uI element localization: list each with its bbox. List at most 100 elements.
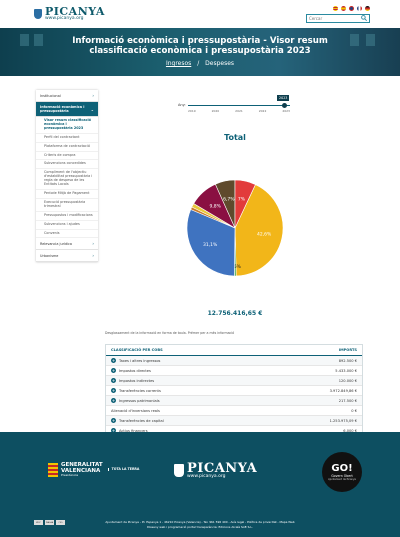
slider-track[interactable]: [188, 105, 290, 106]
table-header: CLASSIFICACIÓ PER COBS IMPORTS: [106, 345, 362, 356]
sidebar-item-institucional[interactable]: Institucional ›: [36, 90, 98, 102]
chevron-right-icon: ›: [92, 253, 94, 259]
wai-badge[interactable]: WAI-AA: [45, 520, 54, 525]
row-value: 0 €: [351, 408, 357, 413]
expand-plus-icon[interactable]: +: [111, 418, 116, 423]
sidebar-subitem[interactable]: Subvencions i ajudes: [36, 221, 98, 230]
govern-obert-badge[interactable]: GO! Govern Obert Ajuntament de Picanya: [322, 452, 362, 492]
row-label: Impostos directes: [119, 368, 151, 373]
expand-plus-icon[interactable]: +: [111, 428, 116, 433]
tab-despeses[interactable]: Despeses: [205, 59, 235, 67]
table-row[interactable]: + Impostos indirectes 120.000 €: [106, 376, 362, 386]
sidebar-subitem[interactable]: Període Mitjà de Pagament: [36, 190, 98, 199]
sidebar-subitem[interactable]: Subvencions concedides: [36, 160, 98, 170]
flag-fr-icon[interactable]: [357, 5, 362, 11]
row-value: 892.500 €: [338, 358, 357, 363]
pie-chart: 42,6% 0,6% 31,1% 9,8%6,7% 7%: [186, 179, 284, 277]
table-note: Desglossament de la informació en forma …: [105, 331, 235, 335]
flag-va-icon[interactable]: [333, 5, 338, 11]
sidebar-item-label: Relevancia jurídica: [40, 241, 72, 246]
sidebar-subitem[interactable]: Compliment de l'objectiu d'estabilitat p…: [36, 169, 98, 190]
sidebar-subitem[interactable]: Criteris de compra: [36, 152, 98, 161]
row-value: 120.000 €: [338, 378, 357, 383]
crest-icon: [34, 9, 42, 19]
flag-de-icon[interactable]: [365, 5, 370, 11]
site-logo[interactable]: PICANYA www.picanya.org: [34, 6, 105, 22]
hero-banner: Informació econòmica i pressupostària - …: [0, 28, 400, 76]
go-subtitle: Govern Obert: [331, 473, 353, 478]
slider-handle[interactable]: [282, 103, 287, 108]
slider-tick: 2021: [235, 109, 243, 113]
expand-plus-icon[interactable]: +: [111, 368, 116, 373]
flag-es-icon[interactable]: [341, 5, 346, 11]
row-label: Ingressos patrimonials: [119, 398, 160, 403]
row-label: Transferències de capital: [119, 418, 164, 423]
chart-title: Total: [224, 133, 246, 142]
pie-data-label: 42,6%: [257, 232, 272, 238]
row-label: Taxes i altres ingressos: [119, 358, 161, 363]
table-header-classification: CLASSIFICACIÓ PER COBS: [111, 348, 163, 352]
flag-en-icon[interactable]: [349, 5, 354, 11]
table-row[interactable]: + Impostos directes 5.433.000 €: [106, 366, 362, 376]
sidebar-subitem[interactable]: Execució pressupostària trimestral: [36, 199, 98, 212]
generalitat-logo[interactable]: GENERALITAT VALENCIANA Presidència TOTA …: [48, 462, 139, 477]
gen-side: TOTA LA TERRA: [107, 467, 139, 472]
expand-plus-icon[interactable]: +: [111, 398, 116, 403]
row-label: Transferències corrents: [119, 388, 161, 393]
sidebar-item-urbanisme[interactable]: Urbanisme ›: [36, 250, 98, 263]
pie-data-label: 9,8%: [209, 203, 221, 209]
page-title: Informació econòmica i pressupostària - …: [72, 36, 328, 56]
pie-slice[interactable]: [186, 209, 236, 277]
css-badge[interactable]: CSS: [56, 520, 65, 525]
sidebar-subitem[interactable]: Visor resum classificació econòmica i pr…: [36, 117, 98, 134]
senyera-icon: [48, 462, 58, 477]
sidebar: Institucional › Informació econòmica i p…: [36, 90, 98, 263]
slider-label: Any:: [178, 103, 186, 107]
footer-address[interactable]: Ajuntament de Picanya - Pl. Espanya 1 - …: [105, 520, 295, 524]
row-label: Alienació d'inversions reals: [111, 408, 160, 413]
gen-sub: Presidència: [61, 473, 79, 478]
tab-separator: /: [197, 59, 200, 67]
expand-plus-icon[interactable]: +: [111, 388, 116, 393]
slider-tick: 2019: [188, 109, 196, 113]
year-slider[interactable]: Any: 2023 2019 2020 2021 2022 2023: [178, 95, 290, 120]
footer-credits: Disseny web i programació portal transpa…: [147, 525, 253, 529]
pie-data-label: 0,6%: [230, 264, 242, 270]
sidebar-subitem[interactable]: Perfil del contractant: [36, 134, 98, 143]
table-row[interactable]: + Transferències corrents 3.972.849,86 €: [106, 386, 362, 396]
pie-slice[interactable]: [234, 184, 284, 277]
chevron-right-icon: ›: [92, 241, 94, 247]
row-label-wrap: + Impostos indirectes: [111, 378, 154, 383]
slider-value-badge: 2023: [277, 95, 290, 101]
slider-tick: 2022: [258, 109, 267, 113]
chart-total: 12.756.416,65 €: [207, 310, 263, 317]
tab-ingresos[interactable]: Ingresos: [165, 59, 192, 67]
footer: GENERALITAT VALENCIANA Presidència TOTA …: [0, 432, 400, 537]
table-row[interactable]: + Taxes i altres ingressos 892.500 €: [106, 356, 362, 366]
pie-slice[interactable]: [234, 179, 256, 229]
sidebar-subitem[interactable]: Convenis: [36, 230, 98, 239]
go-title: GO!: [331, 462, 353, 474]
gen-line1: GENERALITAT: [61, 462, 103, 468]
row-label-wrap: Alienació d'inversions reals: [111, 409, 160, 413]
table-row[interactable]: + Ingressos patrimonials 217.500 €: [106, 396, 362, 406]
search-input[interactable]: [307, 14, 360, 22]
expand-plus-icon[interactable]: +: [111, 378, 116, 383]
sidebar-item-informacio-economica[interactable]: Informació econòmica i pressupostària ⌄: [36, 102, 98, 117]
pie-data-label: 6,7%: [223, 196, 235, 202]
logo-url: www.picanya.org: [45, 16, 84, 22]
accessibility-badges: W3C WAI-AA CSS: [34, 520, 65, 525]
language-selector: [333, 5, 370, 11]
footer-picanya-logo[interactable]: PICANYA www.picanya.org: [174, 462, 257, 480]
search-icon[interactable]: [359, 15, 369, 22]
sidebar-item-label: Informació econòmica i pressupostària: [40, 105, 85, 113]
w3c-badge[interactable]: W3C: [34, 520, 43, 525]
slider-ticks: 2019 2020 2021 2022 2023: [188, 109, 290, 113]
expand-plus-icon[interactable]: +: [111, 358, 116, 363]
sidebar-subitem[interactable]: Pressupostos i modificacions: [36, 212, 98, 221]
pie-data-label: 31,1%: [203, 242, 218, 248]
table-row[interactable]: + Transferències de capital 1.253.975,09 €: [106, 416, 362, 426]
sidebar-subitem[interactable]: Plataforma de contractació: [36, 143, 98, 152]
sidebar-item-relevancia-juridica[interactable]: Relevancia jurídica ›: [36, 238, 98, 251]
chevron-down-icon: ⌄: [90, 106, 94, 112]
